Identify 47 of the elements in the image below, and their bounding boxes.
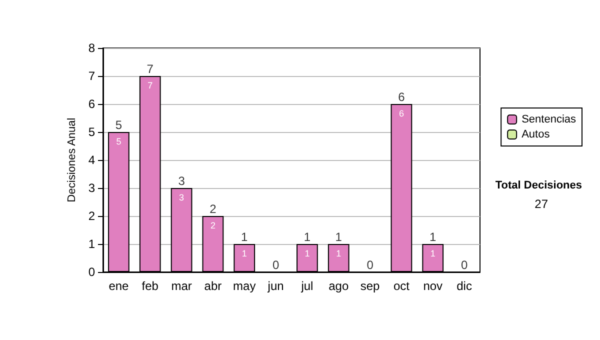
data-label: 1: [336, 248, 342, 258]
total-label: 0: [272, 258, 280, 272]
x-tick-label: jul: [300, 279, 314, 293]
x-tick-label: dic: [456, 279, 472, 293]
total-label: 1: [430, 230, 437, 244]
x-tick-label: oct: [393, 279, 410, 293]
total-label: 1: [241, 230, 248, 244]
x-tick-label: sep: [360, 279, 380, 293]
y-tick-label: 1: [88, 237, 96, 251]
total-label: 5: [115, 118, 122, 132]
y-tick-label: 4: [88, 153, 96, 167]
legend-label: Sentencias: [522, 114, 576, 126]
total-label: 0: [460, 258, 468, 272]
legend-label: Autos: [522, 128, 550, 140]
x-tick-label: jun: [266, 279, 284, 293]
data-label: 2: [210, 220, 216, 230]
total-label: 3: [178, 174, 186, 188]
total-label: 2: [210, 202, 217, 216]
x-tick-label: nov: [423, 279, 443, 293]
data-label: 1: [430, 248, 436, 258]
total-label: 1: [304, 230, 311, 244]
y-tick-label: 7: [88, 69, 96, 83]
text: 27: [534, 197, 548, 211]
total-label: 7: [146, 62, 154, 76]
x-tick-label: mar: [171, 279, 192, 293]
y-tick-label: 8: [88, 41, 96, 55]
total-label: 1: [335, 230, 342, 244]
x-tick-label: feb: [142, 279, 159, 293]
total-label: 0: [366, 258, 374, 272]
y-tick-label: 3: [88, 181, 96, 195]
y-tick-label: 6: [88, 97, 96, 111]
data-label: 5: [116, 136, 122, 146]
data-label: 1: [304, 248, 310, 258]
y-tick-label: 2: [88, 209, 96, 223]
data-label: 3: [179, 192, 184, 202]
total-label: 6: [398, 90, 406, 104]
x-tick-label: may: [233, 279, 256, 293]
text: Total Decisiones: [495, 180, 582, 192]
y-axis-title: Decisiones Anual: [66, 118, 78, 202]
x-tick-label: ago: [328, 279, 349, 293]
y-tick-label: 5: [88, 125, 96, 139]
x-tick-label: ene: [108, 279, 130, 293]
data-label: 7: [148, 80, 153, 90]
y-tick-label: 0: [88, 265, 96, 279]
data-label: 6: [398, 108, 404, 118]
x-tick-label: abr: [204, 279, 222, 293]
data-label: 1: [242, 248, 247, 258]
